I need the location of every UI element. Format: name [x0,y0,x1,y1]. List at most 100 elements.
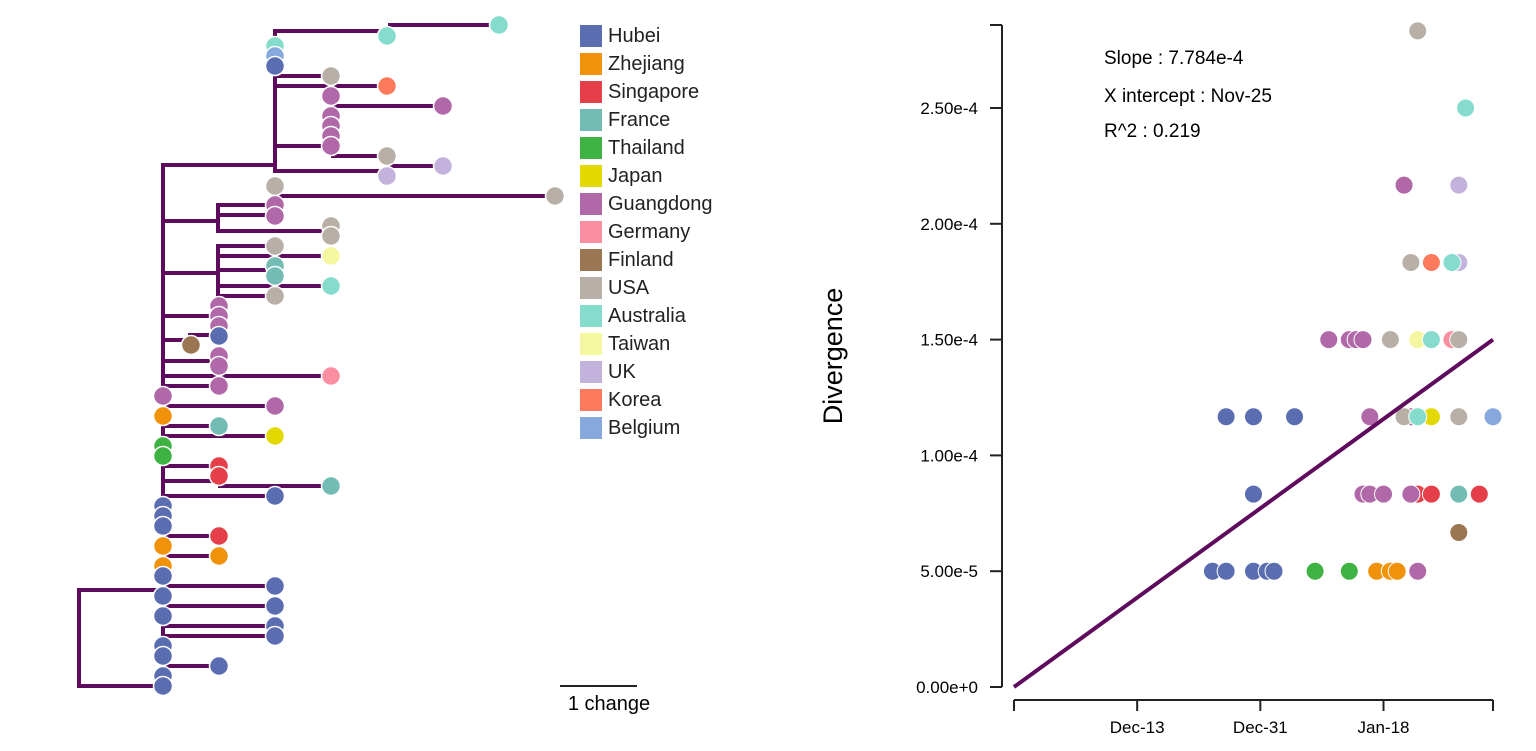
tree-tip-guangdong[interactable] [152,385,174,407]
tree-tip-australia[interactable] [320,275,342,297]
data-point-guangdong[interactable] [1408,561,1428,581]
tree-tip-hubei[interactable] [152,565,174,587]
y-tick-label: 0.00e+0 [916,678,978,697]
data-point-guangdong[interactable] [1374,484,1394,504]
tree-tip-guangdong[interactable] [264,395,286,417]
tree-tip-france[interactable] [320,475,342,497]
legend: Hubei Zhejiang Singapore France Thailand Japa… [580,25,713,445]
data-point-guangdong[interactable] [1401,484,1421,504]
data-point-usa[interactable] [1449,330,1469,350]
tree-tip-france[interactable] [208,415,230,437]
tree-tip-thailand[interactable] [152,445,174,467]
tree-tip-usa[interactable] [264,235,286,257]
data-point-usa[interactable] [1401,252,1421,272]
tree-tip-hubei[interactable] [264,625,286,647]
data-point-hubei[interactable] [1216,407,1236,427]
data-point-singapore[interactable] [1469,484,1489,504]
tree-tip-usa[interactable] [320,225,342,247]
x-tick-label: Dec-31 [1233,718,1288,737]
data-point-australia[interactable] [1456,98,1476,118]
tree-tip-usa[interactable] [264,285,286,307]
data-point-guangdong[interactable] [1360,407,1380,427]
tree-tip-singapore[interactable] [208,525,230,547]
tree-tip-singapore[interactable] [208,465,230,487]
data-point-australia[interactable] [1421,330,1441,350]
data-point-hubei[interactable] [1244,407,1263,427]
tree-tip-hubei[interactable] [152,645,174,667]
x-tick-label: Dec-13 [1110,718,1165,737]
x-tick-label: Jan-18 [1358,718,1410,737]
data-point-hubei[interactable] [1264,561,1284,581]
tree-tip-hubei[interactable] [208,655,230,677]
data-point-zhejiang[interactable] [1387,561,1407,581]
legend-swatch [580,389,602,411]
data-point-korea[interactable] [1421,252,1441,272]
data-point-hubei[interactable] [1244,484,1263,504]
data-point-guangdong[interactable] [1353,330,1373,350]
data-point-finland[interactable] [1449,523,1469,543]
regression-plot: Divergence Slope : 7.784e-4 X intercept … [818,21,1503,737]
legend-swatch [580,221,602,243]
legend-label: Australia [608,304,686,327]
tree-tip-hubei[interactable] [264,595,286,617]
tree-tip-guangdong[interactable] [320,135,342,157]
tree-tip-guangdong[interactable] [432,95,454,117]
tree-tip-guangdong[interactable] [208,375,230,397]
tree-tip-zhejiang[interactable] [152,535,174,557]
data-point-france[interactable] [1449,484,1469,504]
tree-tip-hubei[interactable] [152,675,174,697]
data-point-singapore[interactable] [1421,484,1441,504]
tree-tip-usa[interactable] [544,185,566,207]
tree-tip-korea[interactable] [376,75,398,97]
legend-item-finland: Finland [580,243,713,277]
data-point-guangdong[interactable] [1394,175,1414,195]
data-point-hubei[interactable] [1285,407,1305,427]
data-point-thailand[interactable] [1305,561,1325,581]
tree-tip-zhejiang[interactable] [208,545,230,567]
data-point-belgium[interactable] [1483,407,1503,427]
tree-tip-guangdong[interactable] [208,355,230,377]
tree-tip-zhejiang[interactable] [152,405,174,427]
tree-tip-germany[interactable] [320,365,342,387]
tree-tip-uk[interactable] [432,155,454,177]
tree-tip-hubei[interactable] [264,55,286,77]
tree-tip-uk[interactable] [376,165,398,187]
data-point-usa[interactable] [1380,330,1400,350]
legend-label: Finland [608,248,674,271]
tree-tip-japan[interactable] [264,425,286,447]
tree-tip-france[interactable] [264,265,286,287]
legend-swatch [580,249,602,271]
tree-tip-usa[interactable] [376,145,398,167]
tree-tip-australia[interactable] [376,25,398,47]
tree-tip-hubei[interactable] [264,485,286,507]
data-point-uk[interactable] [1449,175,1469,195]
tree-tip-guangdong[interactable] [320,85,342,107]
legend-label: Korea [608,388,662,411]
tree-tip-usa[interactable] [264,175,286,197]
legend-swatch [580,333,602,355]
legend-item-zhejiang: Zhejiang [580,47,713,81]
legend-item-uk: UK [580,355,713,389]
legend-swatch [580,137,602,159]
data-point-thailand[interactable] [1339,561,1359,581]
tree-tip-guangdong[interactable] [264,205,286,227]
tree-tip-hubei[interactable] [264,575,286,597]
tree-tip-hubei[interactable] [208,325,230,347]
tree-tip-australia[interactable] [488,14,510,36]
tree-tip-finland[interactable] [180,334,202,356]
data-point-guangdong[interactable] [1319,330,1339,350]
data-point-hubei[interactable] [1216,561,1236,581]
tree-tip-hubei[interactable] [152,515,174,537]
legend-item-guangdong: Guangdong [580,187,713,221]
tree-tip-hubei[interactable] [152,605,174,627]
data-point-usa[interactable] [1449,407,1469,427]
legend-swatch [580,53,602,75]
tree-tip-usa[interactable] [320,65,342,87]
data-point-australia[interactable] [1442,252,1462,272]
tree-tip-hubei[interactable] [152,585,174,607]
legend-label: Guangdong [608,192,713,215]
data-point-usa[interactable] [1408,21,1428,41]
tree-tip-taiwan[interactable] [320,245,342,267]
data-point-australia[interactable] [1408,407,1428,427]
legend-item-japan: Japan [580,159,713,193]
